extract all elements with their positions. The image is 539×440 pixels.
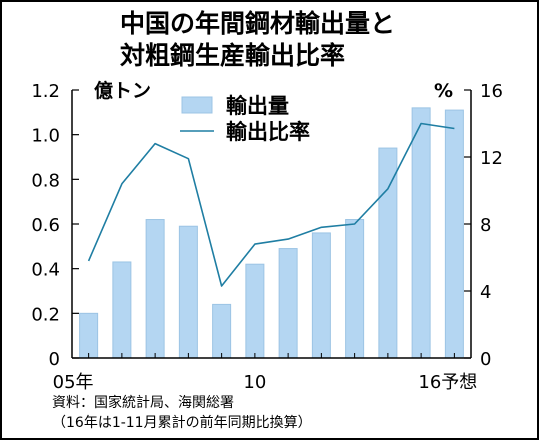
left-axis-unit: 億トン	[94, 79, 151, 102]
bar-series	[79, 107, 464, 359]
bar	[378, 147, 398, 359]
legend-bar-label: 輸出量	[226, 94, 289, 118]
source-note: 資料：国家統計局、海関総署 （16年は1-11月累計の前年同期比換算）	[52, 393, 312, 433]
source-line2: （16年は1-11月累計の前年同期比換算）	[52, 415, 312, 431]
right-tick-label: 12	[480, 148, 503, 169]
legend: 輸出量 輸出比率	[180, 94, 310, 144]
left-tick-label: 0	[49, 349, 60, 370]
bar	[145, 219, 165, 359]
bar	[311, 232, 331, 359]
x-axis-ticks: 05年 10 16予想	[53, 353, 477, 393]
right-tick-label: 16	[480, 81, 503, 102]
line-series	[87, 122, 455, 287]
x-tick-label: 05年	[53, 372, 94, 393]
left-tick-label: 0.2	[31, 304, 60, 325]
source-line1: 資料：国家統計局、海関総署	[52, 395, 234, 411]
right-axis-unit: %	[434, 80, 453, 102]
legend-bar-swatch	[181, 96, 213, 114]
x-tick-label: 10	[243, 372, 266, 393]
ratio-line	[87, 122, 455, 287]
chart-title: 中国の年間鋼材輸出量と 対粗鋼生産輸出比率	[120, 8, 395, 72]
left-axis-ticks: 0 0.2 0.4 0.6 0.8 1.0 1.2	[31, 81, 79, 370]
right-tick-label: 0	[480, 349, 491, 370]
bar	[212, 303, 232, 359]
bar	[245, 263, 265, 359]
right-tick-label: 8	[480, 215, 491, 236]
right-axis-ticks: 0 4 8 12 16	[464, 81, 503, 370]
right-tick-label: 4	[480, 282, 491, 303]
x-tick-label: 16予想	[418, 372, 477, 393]
bar	[278, 248, 298, 359]
left-tick-label: 0.6	[31, 215, 60, 236]
left-tick-label: 1.2	[31, 81, 60, 102]
left-tick-label: 0.8	[31, 170, 60, 191]
chart-title-line1: 中国の年間鋼材輸出量と	[120, 9, 396, 38]
left-tick-label: 1.0	[31, 126, 60, 147]
legend-line-label: 輸出比率	[226, 120, 310, 144]
bar	[444, 109, 464, 359]
bar	[79, 312, 99, 359]
bar	[345, 219, 365, 359]
bar	[178, 225, 198, 359]
bar	[411, 107, 431, 359]
chart-title-line2: 対粗鋼生産輸出比率	[120, 41, 346, 70]
left-tick-label: 0.4	[31, 260, 60, 281]
bar	[112, 261, 132, 359]
